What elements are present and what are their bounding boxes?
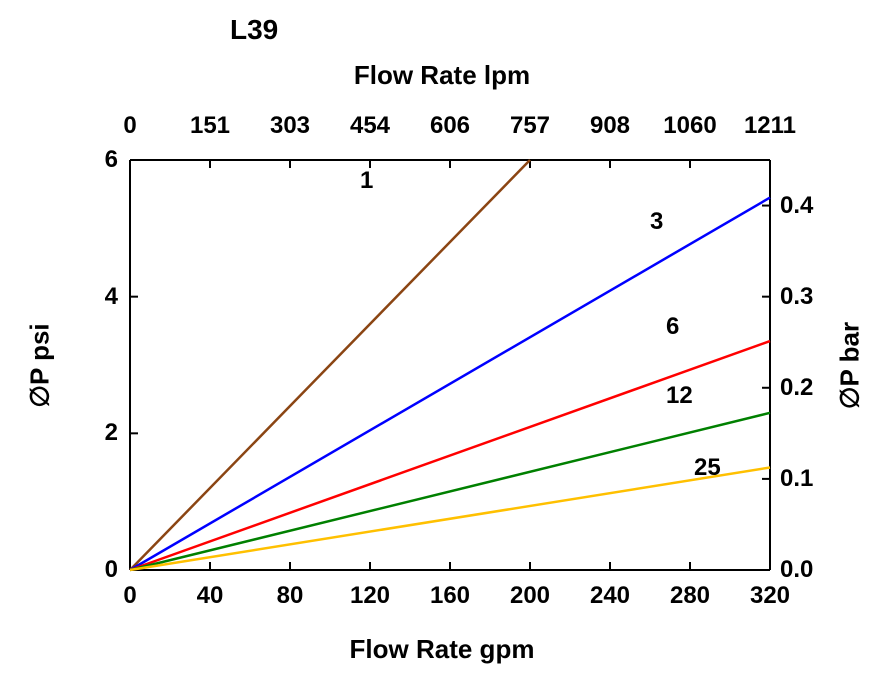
- series-label-12: 12: [666, 382, 693, 410]
- x-top-tick-label: 0: [86, 112, 174, 140]
- y-left-tick-label: 0: [74, 556, 118, 584]
- x-top-tick-label: 757: [486, 112, 574, 140]
- y-left-tick-label: 2: [74, 419, 118, 447]
- x-bottom-tick-label: 200: [490, 582, 570, 610]
- x-top-tick-label: 303: [246, 112, 334, 140]
- x-top-tick-label: 454: [326, 112, 414, 140]
- x-top-tick-label: 908: [566, 112, 654, 140]
- y-left-tick-label: 6: [74, 146, 118, 174]
- x-bottom-tick-label: 80: [250, 582, 330, 610]
- y-right-tick-label: 0.1: [780, 465, 840, 493]
- y-right-tick-label: 0.2: [780, 374, 840, 402]
- x-bottom-tick-label: 120: [330, 582, 410, 610]
- series-label-1: 1: [360, 167, 373, 195]
- x-top-tick-label: 151: [166, 112, 254, 140]
- y-right-tick-label: 0.0: [780, 556, 840, 584]
- x-top-tick-label: 1060: [646, 112, 734, 140]
- labels-layer: 0408012016020024028032001513034546067579…: [0, 0, 884, 694]
- y-right-tick-label: 0.3: [780, 283, 840, 311]
- x-bottom-tick-label: 280: [650, 582, 730, 610]
- series-label-6: 6: [666, 313, 679, 341]
- y-left-tick-label: 4: [74, 283, 118, 311]
- x-bottom-tick-label: 40: [170, 582, 250, 610]
- series-label-25: 25: [694, 454, 721, 482]
- y-right-tick-label: 0.4: [780, 192, 840, 220]
- x-bottom-tick-label: 0: [90, 582, 170, 610]
- x-bottom-tick-label: 160: [410, 582, 490, 610]
- series-label-3: 3: [650, 208, 663, 236]
- chart-container: L39 Flow Rate lpm Flow Rate gpm ∅P psi ∅…: [0, 0, 884, 694]
- x-top-tick-label: 1211: [726, 112, 814, 140]
- x-bottom-tick-label: 240: [570, 582, 650, 610]
- x-top-tick-label: 606: [406, 112, 494, 140]
- x-bottom-tick-label: 320: [730, 582, 810, 610]
